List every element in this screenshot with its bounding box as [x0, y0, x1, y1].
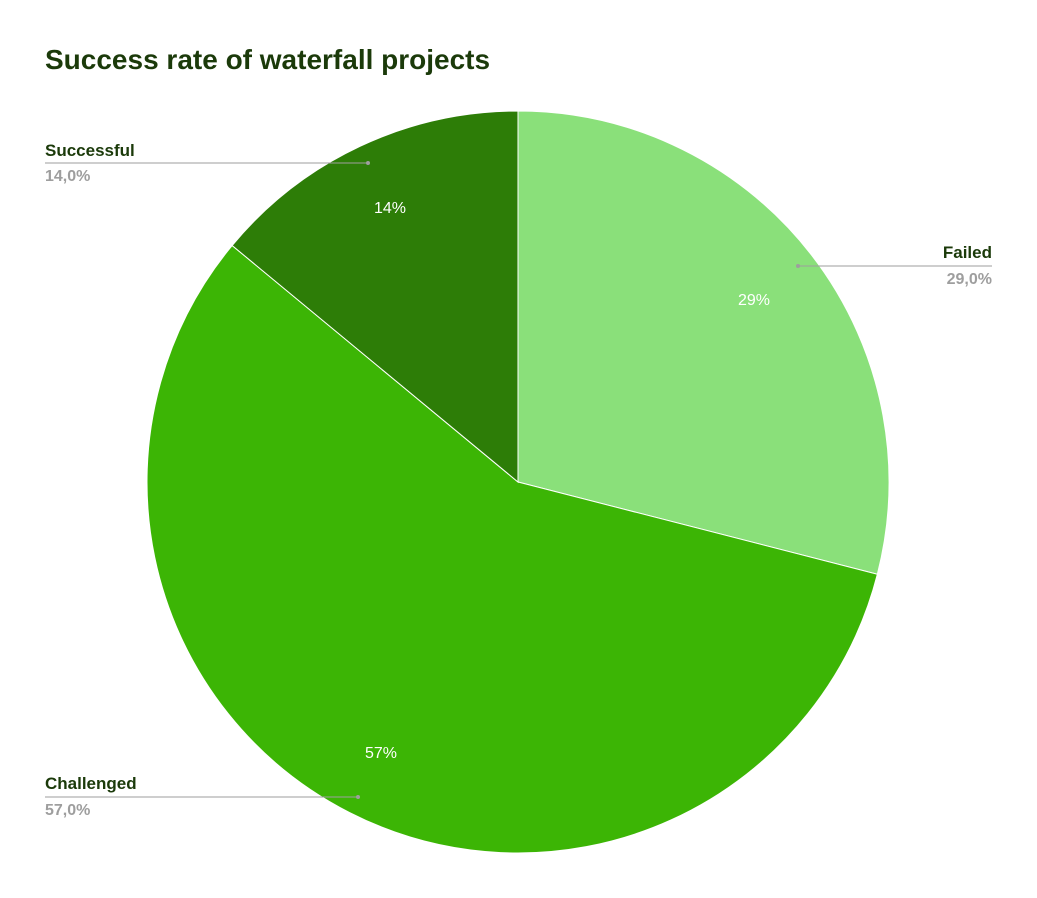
pie-slices	[146, 110, 890, 854]
label-value-successful: 14,0%	[45, 168, 90, 185]
leader-dot-failed	[796, 264, 800, 268]
slice-labels: 29% 57% 14%	[365, 200, 770, 762]
leader-lines	[45, 161, 992, 799]
label-name-successful: Successful	[45, 141, 135, 160]
pie-slice-challenged	[146, 244, 878, 854]
leader-dot-challenged	[356, 795, 360, 799]
pie-slice-successful	[231, 110, 519, 484]
slice-percent-challenged: 57%	[365, 745, 397, 762]
chart-title: Success rate of waterfall projects	[45, 44, 491, 75]
slice-percent-failed: 29%	[738, 292, 770, 309]
label-value-challenged: 57,0%	[45, 802, 90, 819]
label-name-challenged: Challenged	[45, 774, 137, 793]
slice-percent-successful: 14%	[374, 200, 406, 217]
outside-labels: Failed 29,0% Challenged 57,0% Successful 14,0…	[45, 141, 992, 819]
label-name-failed: Failed	[943, 243, 992, 262]
leader-dot-successful	[366, 161, 370, 165]
label-value-failed: 29,0%	[947, 271, 992, 288]
pie-slice-failed	[517, 110, 890, 575]
